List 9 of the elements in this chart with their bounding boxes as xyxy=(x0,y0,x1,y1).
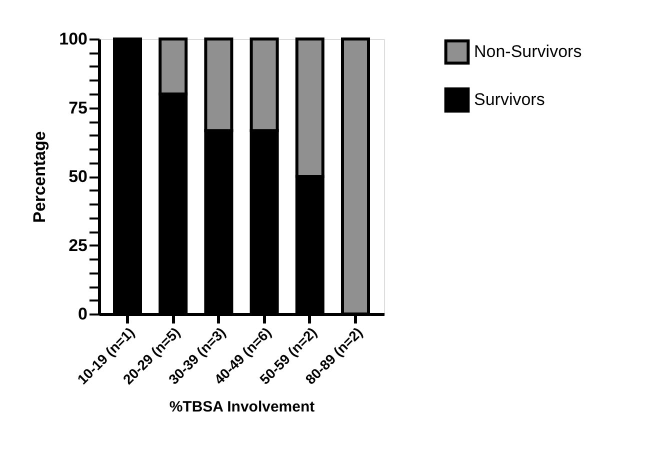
y-tick-label: 0 xyxy=(78,304,88,324)
y-tick-label: 75 xyxy=(68,98,88,118)
y-tick-label: 50 xyxy=(68,167,88,186)
y-tick-label: 25 xyxy=(68,236,88,255)
y-tick-label: 100 xyxy=(59,30,88,48)
legend-label: Non-Survivors xyxy=(474,42,582,61)
x-axis-title: %TBSA Involvement xyxy=(169,398,315,416)
legend-label: Survivors xyxy=(474,90,545,109)
y-axis-title: Percentage xyxy=(30,131,50,223)
